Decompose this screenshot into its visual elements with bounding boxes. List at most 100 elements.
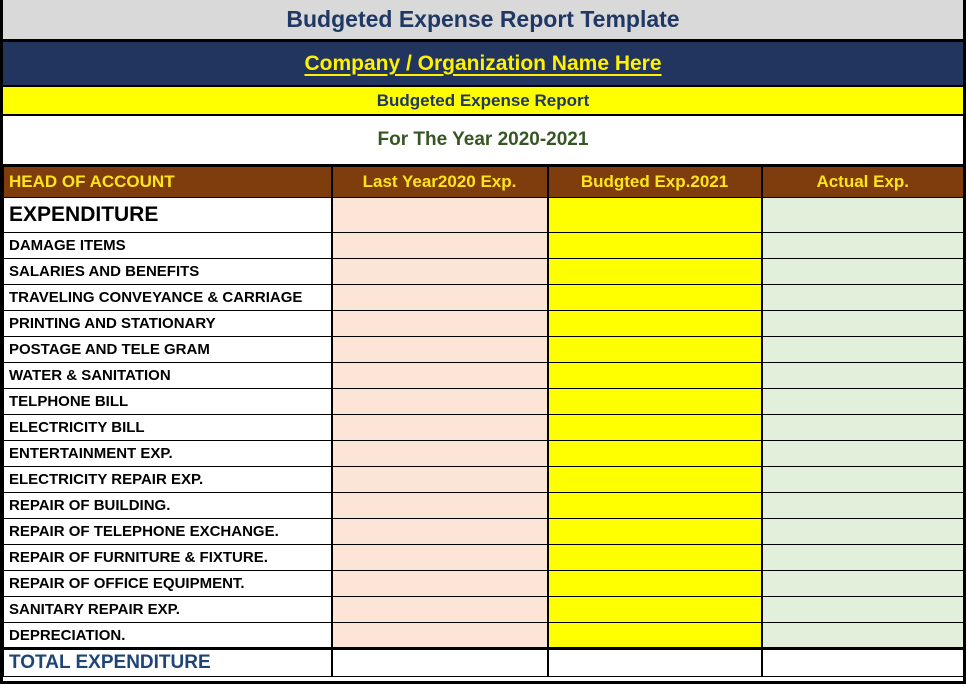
actual-exp-cell[interactable]: [760, 258, 963, 285]
actual-exp-cell[interactable]: [760, 492, 963, 519]
total-expenditure-row: TOTAL EXPENDITURE: [3, 647, 963, 677]
expense-row: DAMAGE ITEMS: [3, 232, 963, 259]
last-year-exp-cell[interactable]: [330, 440, 548, 467]
expense-row: PRINTING AND STATIONARY: [3, 310, 963, 337]
actual-exp-cell[interactable]: [760, 622, 963, 649]
period-text: For The Year 2020-2021: [377, 129, 589, 150]
expense-row-label: TELPHONE BILL: [3, 388, 332, 415]
last-year-exp-cell[interactable]: [330, 492, 548, 519]
last-year-exp-cell[interactable]: [330, 362, 548, 389]
expense-row-label: TRAVELING CONVEYANCE & CARRIAGE: [3, 284, 332, 311]
column-header-row: HEAD OF ACCOUNT Last Year2020 Exp. Budgt…: [3, 166, 963, 198]
last-year-exp-cell[interactable]: [330, 197, 548, 233]
last-year-exp-cell[interactable]: [330, 258, 548, 285]
total-last-year-exp-cell[interactable]: [330, 647, 548, 677]
last-year-exp-cell[interactable]: [330, 596, 548, 623]
budgeted-exp-cell[interactable]: [546, 310, 762, 337]
company-name-text[interactable]: Company / Organization Name Here: [304, 51, 662, 75]
actual-exp-cell[interactable]: [760, 388, 963, 415]
actual-exp-cell[interactable]: [760, 336, 963, 363]
expense-row-label: WATER & SANITATION: [3, 362, 332, 389]
total-budgeted-exp-cell[interactable]: [546, 647, 762, 677]
company-name-bar: Company / Organization Name Here: [3, 42, 963, 87]
actual-exp-cell[interactable]: [760, 284, 963, 311]
actual-exp-cell[interactable]: [760, 232, 963, 259]
actual-exp-cell[interactable]: [760, 544, 963, 571]
expense-row: ELECTRICITY BILL: [3, 414, 963, 441]
expense-row-label: SANITARY REPAIR EXP.: [3, 596, 332, 623]
actual-exp-cell[interactable]: [760, 570, 963, 597]
section-header-label: EXPENDITURE: [3, 197, 332, 233]
expense-row-label: PRINTING AND STATIONARY: [3, 310, 332, 337]
budgeted-exp-cell[interactable]: [546, 492, 762, 519]
report-title-bar: Budgeted Expense Report: [3, 87, 963, 116]
expense-row-label: REPAIR OF BUILDING.: [3, 492, 332, 519]
actual-exp-cell[interactable]: [760, 197, 963, 233]
budgeted-exp-cell[interactable]: [546, 414, 762, 441]
budgeted-exp-cell[interactable]: [546, 232, 762, 259]
expense-row: TELPHONE BILL: [3, 388, 963, 415]
budgeted-exp-cell[interactable]: [546, 284, 762, 311]
expense-row-label: ENTERTAINMENT EXP.: [3, 440, 332, 467]
last-year-exp-cell[interactable]: [330, 466, 548, 493]
actual-exp-cell[interactable]: [760, 466, 963, 493]
column-header-actual-exp: Actual Exp.: [760, 166, 963, 198]
actual-exp-cell[interactable]: [760, 440, 963, 467]
last-year-exp-cell[interactable]: [330, 232, 548, 259]
budgeted-exp-cell[interactable]: [546, 197, 762, 233]
expense-row: ENTERTAINMENT EXP.: [3, 440, 963, 467]
last-year-exp-cell[interactable]: [330, 518, 548, 545]
actual-exp-cell[interactable]: [760, 310, 963, 337]
expense-row-label: ELECTRICITY BILL: [3, 414, 332, 441]
expense-row-label: POSTAGE AND TELE GRAM: [3, 336, 332, 363]
actual-exp-cell[interactable]: [760, 518, 963, 545]
template-title: Budgeted Expense Report Template: [286, 6, 680, 32]
total-actual-exp-cell[interactable]: [760, 647, 963, 677]
actual-exp-cell[interactable]: [760, 414, 963, 441]
column-header-head-of-account: HEAD OF ACCOUNT: [3, 166, 332, 198]
last-year-exp-cell[interactable]: [330, 544, 548, 571]
column-header-last-year-exp: Last Year2020 Exp.: [330, 166, 548, 198]
expense-row: POSTAGE AND TELE GRAM: [3, 336, 963, 363]
period-bar: For The Year 2020-2021: [3, 116, 963, 166]
expense-row-label: REPAIR OF OFFICE EQUIPMENT.: [3, 570, 332, 597]
total-expenditure-label: TOTAL EXPENDITURE: [3, 647, 332, 677]
expense-row-label: REPAIR OF TELEPHONE EXCHANGE.: [3, 518, 332, 545]
last-year-exp-cell[interactable]: [330, 336, 548, 363]
column-header-budgeted-exp: Budgted Exp.2021: [546, 166, 762, 198]
last-year-exp-cell[interactable]: [330, 414, 548, 441]
budgeted-exp-cell[interactable]: [546, 440, 762, 467]
last-year-exp-cell[interactable]: [330, 310, 548, 337]
actual-exp-cell[interactable]: [760, 362, 963, 389]
expense-row-label: REPAIR OF FURNITURE & FIXTURE.: [3, 544, 332, 571]
budgeted-exp-cell[interactable]: [546, 544, 762, 571]
budgeted-exp-cell[interactable]: [546, 466, 762, 493]
last-year-exp-cell[interactable]: [330, 284, 548, 311]
expense-row: TRAVELING CONVEYANCE & CARRIAGE: [3, 284, 963, 311]
last-year-exp-cell[interactable]: [330, 570, 548, 597]
expense-row: ELECTRICITY REPAIR EXP.: [3, 466, 963, 493]
actual-exp-cell[interactable]: [760, 596, 963, 623]
expense-row-label: ELECTRICITY REPAIR EXP.: [3, 466, 332, 493]
expense-row: WATER & SANITATION: [3, 362, 963, 389]
expense-row: SANITARY REPAIR EXP.: [3, 596, 963, 623]
report-title-text: Budgeted Expense Report: [376, 90, 590, 110]
last-year-exp-cell[interactable]: [330, 388, 548, 415]
budgeted-exp-cell[interactable]: [546, 258, 762, 285]
section-row-expenditure: EXPENDITURE: [3, 197, 963, 233]
expense-row-label: SALARIES AND BENEFITS: [3, 258, 332, 285]
budgeted-exp-cell[interactable]: [546, 336, 762, 363]
budgeted-exp-cell[interactable]: [546, 596, 762, 623]
expense-row: DEPRECIATION.: [3, 622, 963, 649]
expense-row-label: DEPRECIATION.: [3, 622, 332, 649]
budgeted-exp-cell[interactable]: [546, 518, 762, 545]
budgeted-exp-cell[interactable]: [546, 362, 762, 389]
expense-row: SALARIES AND BENEFITS: [3, 258, 963, 285]
expense-row: REPAIR OF FURNITURE & FIXTURE.: [3, 544, 963, 571]
budgeted-exp-cell[interactable]: [546, 570, 762, 597]
last-year-exp-cell[interactable]: [330, 622, 548, 649]
budgeted-exp-cell[interactable]: [546, 622, 762, 649]
budgeted-exp-cell[interactable]: [546, 388, 762, 415]
template-title-bar: Budgeted Expense Report Template: [3, 0, 963, 42]
